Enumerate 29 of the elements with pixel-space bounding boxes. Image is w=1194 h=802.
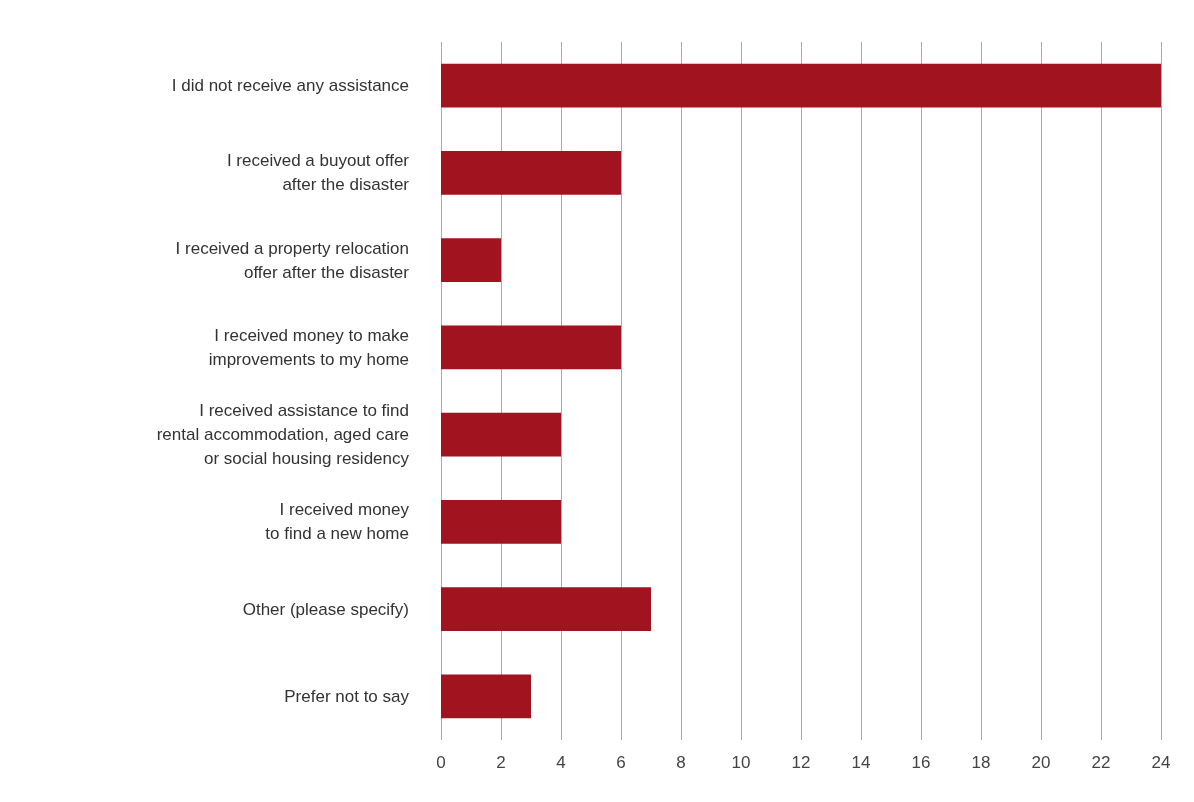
x-tick-label: 18 xyxy=(971,753,991,772)
bar xyxy=(441,151,621,195)
x-tick-label: 6 xyxy=(616,753,626,772)
x-tick-label: 14 xyxy=(851,753,871,772)
bar xyxy=(441,674,531,719)
bar xyxy=(441,412,561,457)
y-tick-label: I received money to find a new home xyxy=(265,500,410,544)
x-tick-label: 24 xyxy=(1151,753,1171,772)
x-tick-label: 2 xyxy=(496,753,506,772)
x-tick-label: 12 xyxy=(791,753,811,772)
bar xyxy=(441,500,561,544)
bar xyxy=(441,587,651,631)
y-tick-label: I received money to make improvements to my home xyxy=(208,325,409,369)
y-tick-label: I received a buyout offer after the disaster xyxy=(226,151,410,195)
bar xyxy=(441,325,621,370)
x-tick-label: 4 xyxy=(556,753,566,772)
x-tick-label: 20 xyxy=(1031,753,1051,772)
x-tick-label: 8 xyxy=(676,753,686,772)
bar xyxy=(441,238,501,282)
y-tick-label: Other (please specify) xyxy=(242,599,409,619)
y-tick-label: I received assistance to find rental accommodation, aged care or social housing residency xyxy=(156,401,410,469)
bar xyxy=(441,63,1161,108)
x-tick-label: 10 xyxy=(731,753,751,772)
y-tick-label: I received a property relocation offer after the disaster xyxy=(175,238,410,282)
x-tick-label: 0 xyxy=(436,753,446,772)
x-tick-label: 22 xyxy=(1091,753,1111,772)
x-tick-label: 16 xyxy=(911,753,931,772)
y-tick-label: I did not receive any assistance xyxy=(171,76,409,96)
y-tick-label: Prefer not to say xyxy=(284,686,410,706)
